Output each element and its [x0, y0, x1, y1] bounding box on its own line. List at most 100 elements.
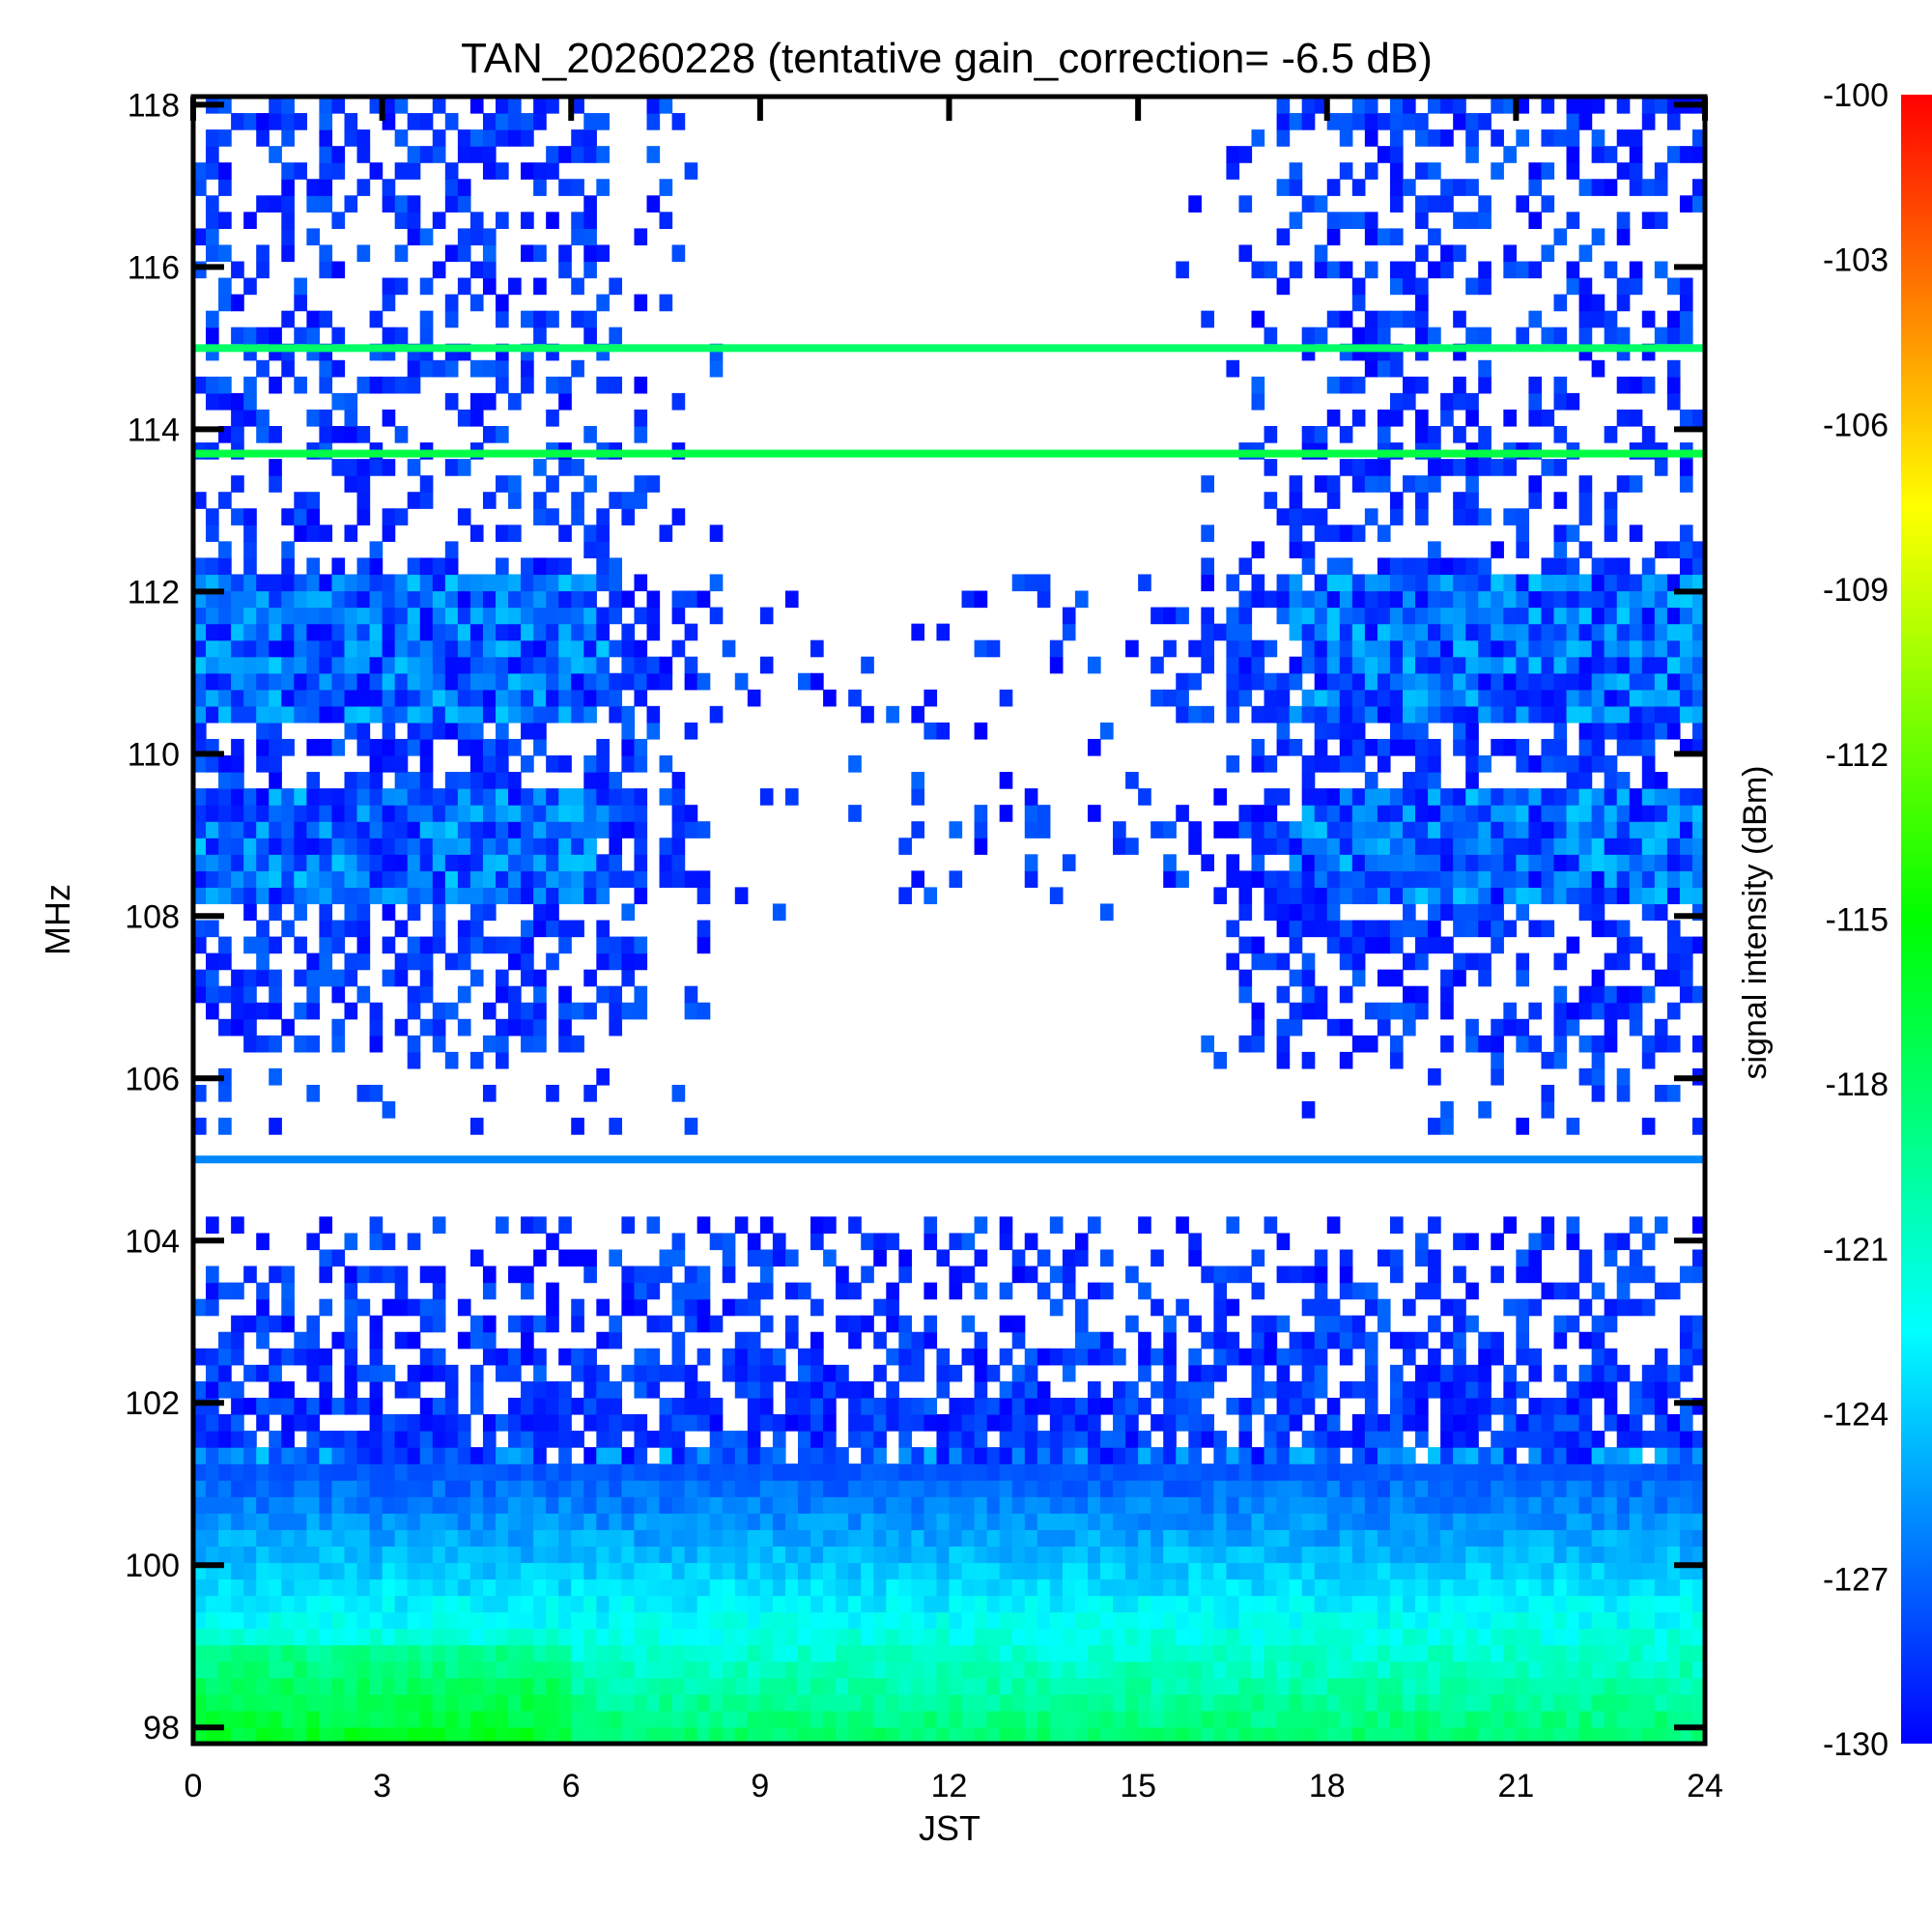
heatmap-cell: [331, 1463, 346, 1481]
heatmap-cell: [256, 969, 270, 987]
heatmap-cell: [1364, 920, 1378, 938]
heatmap-cell: [646, 1726, 661, 1745]
heatmap-cell: [281, 1463, 295, 1481]
heatmap-cell: [457, 607, 471, 625]
heatmap-cell: [1024, 1710, 1038, 1728]
heatmap-cell: [1428, 1118, 1441, 1135]
heatmap-cell: [646, 1661, 661, 1679]
heatmap-cell: [243, 1447, 257, 1464]
heatmap-cell: [306, 1414, 321, 1432]
heatmap-cell: [784, 1331, 799, 1350]
heatmap-cell: [873, 1710, 887, 1728]
heatmap-cell: [1087, 1414, 1101, 1432]
heatmap-cell: [394, 1562, 409, 1580]
heatmap-cell: [1289, 1397, 1303, 1415]
heatmap-cell: [671, 821, 686, 838]
heatmap-cell: [1503, 508, 1517, 526]
heatmap-cell: [419, 985, 434, 1004]
heatmap-cell: [923, 1611, 938, 1630]
heatmap-cell: [356, 805, 371, 822]
heatmap-cell: [558, 261, 572, 279]
heatmap-cell: [1289, 1002, 1303, 1020]
heatmap-cell: [823, 1546, 837, 1564]
heatmap-cell: [1503, 590, 1517, 609]
heatmap-cell: [1176, 1611, 1189, 1630]
heatmap-cell: [1213, 1677, 1228, 1695]
heatmap-cell: [521, 1414, 534, 1432]
heatmap-cell: [558, 1414, 572, 1432]
heatmap-cell: [961, 1265, 976, 1284]
heatmap-cell: [571, 1397, 584, 1415]
heatmap-cell: [469, 672, 484, 691]
heatmap-cell: [596, 557, 610, 576]
heatmap-cell: [382, 903, 396, 922]
heatmap-cell: [419, 1693, 434, 1712]
heatmap-cell: [1226, 920, 1240, 938]
heatmap-cell: [671, 1710, 686, 1728]
heatmap-cell: [1428, 887, 1441, 905]
heatmap-cell: [394, 1282, 409, 1300]
heatmap-cell: [496, 1496, 509, 1514]
heatmap-cell: [583, 195, 597, 213]
heatmap-cell: [306, 1529, 321, 1547]
heatmap-cell: [1503, 244, 1517, 263]
heatmap-cell: [848, 1315, 862, 1333]
heatmap-cell: [469, 903, 484, 922]
heatmap-cell: [671, 113, 686, 130]
heatmap-cell: [936, 1595, 951, 1613]
heatmap-cell: [583, 805, 597, 822]
heatmap-cell: [469, 1578, 484, 1597]
heatmap-cell: [294, 838, 307, 855]
heatmap-cell: [1403, 689, 1416, 707]
heatmap-cell: [356, 508, 371, 526]
heatmap-cell: [583, 1661, 597, 1679]
heatmap-cell: [583, 755, 597, 773]
heatmap-cell: [772, 1578, 786, 1597]
heatmap-cell: [269, 376, 282, 394]
heatmap-cell: [1113, 1546, 1126, 1564]
heatmap-cell: [407, 590, 421, 609]
heatmap-cell: [1377, 1611, 1391, 1630]
heatmap-cell: [798, 1595, 811, 1613]
heatmap-cell: [407, 1035, 421, 1053]
heatmap-cell: [1024, 1397, 1038, 1415]
heatmap-cell: [444, 1002, 459, 1020]
heatmap-cell: [1113, 1380, 1126, 1399]
heatmap-cell: [1503, 409, 1517, 427]
heatmap-cell: [1276, 1529, 1291, 1547]
heatmap-cell: [319, 936, 333, 954]
heatmap-cell: [1314, 1628, 1328, 1646]
heatmap-cell: [1326, 1693, 1341, 1712]
heatmap-cell: [1301, 969, 1316, 987]
heatmap-cell: [419, 1364, 434, 1382]
heatmap-cell: [1389, 1628, 1404, 1646]
heatmap-cell: [1389, 590, 1404, 609]
heatmap-cell: [722, 1265, 736, 1284]
heatmap-cell: [319, 1447, 333, 1464]
heatmap-cell: [1289, 492, 1303, 509]
heatmap-cell: [344, 969, 358, 987]
heatmap-cell: [394, 870, 409, 888]
heatmap-cell: [873, 1578, 887, 1597]
heatmap-cell: [256, 1480, 270, 1497]
heatmap-cell: [1377, 805, 1391, 822]
heatmap-cell: [482, 392, 497, 411]
heatmap-cell: [1478, 195, 1492, 213]
heatmap-cell: [583, 969, 597, 987]
heatmap-cell: [1440, 1397, 1454, 1415]
heatmap-cell: [419, 887, 434, 905]
heatmap-cell: [1213, 1611, 1228, 1630]
heatmap-cell: [798, 1644, 811, 1662]
heatmap-cell: [609, 870, 623, 888]
heatmap-cell: [1037, 1480, 1051, 1497]
heatmap-cell: [1138, 1693, 1151, 1712]
heatmap-cell: [1226, 146, 1240, 163]
heatmap-cell: [1478, 1595, 1492, 1613]
heatmap-cell: [1415, 277, 1429, 296]
heatmap-cell: [886, 1661, 899, 1679]
heatmap-cell: [659, 1364, 673, 1382]
heatmap-cell: [949, 1397, 963, 1415]
heatmap-cell: [533, 788, 547, 806]
heatmap-cell: [1339, 1496, 1353, 1514]
heatmap-cell: [243, 1578, 257, 1597]
